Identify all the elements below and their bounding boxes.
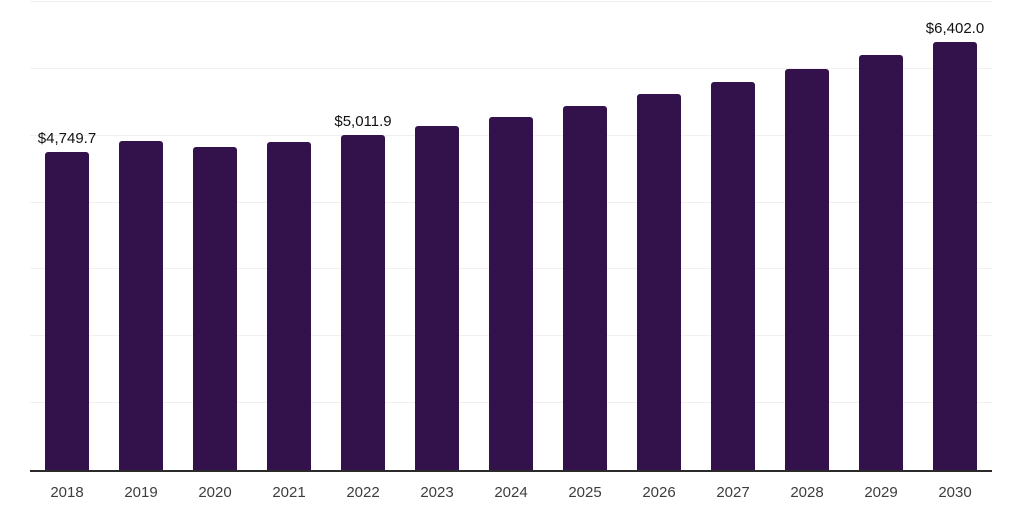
bar-2026[interactable]	[637, 94, 681, 470]
bar-slot	[770, 2, 844, 470]
x-tick-label: 2019	[124, 484, 158, 501]
bar-2024[interactable]	[489, 117, 533, 470]
x-axis: 2018 2019 2020 2021 2022 2023 2024 2025 2026 2027…	[30, 484, 992, 502]
bar-slot	[622, 2, 696, 470]
gridline	[30, 67, 992, 69]
bar-2018[interactable]	[45, 152, 89, 470]
x-tick-label: 2029	[864, 484, 898, 501]
x-tick-label: 2022	[346, 484, 380, 501]
bar-slot: $4,749.7	[30, 2, 104, 470]
bar-value-label: $4,749.7	[37, 130, 97, 148]
x-tick-label: 2030	[938, 484, 972, 501]
bar-2019[interactable]	[119, 141, 163, 470]
bar-value-label: $5,011.9	[334, 112, 392, 130]
x-tick-label: 2027	[716, 484, 750, 501]
bar-slot: $6,402.0	[918, 2, 992, 470]
x-tick-label: 2024	[494, 484, 528, 501]
bar-2025[interactable]	[563, 105, 607, 470]
bar-slot	[400, 2, 474, 470]
bar-slot	[844, 2, 918, 470]
bar-slot	[104, 2, 178, 470]
bar-slot: $5,011.9	[326, 2, 400, 470]
x-tick-label: 2025	[568, 484, 602, 501]
bar-2020[interactable]	[193, 147, 237, 470]
bars-container: $4,749.7 $5,011.9 $6,402.0	[30, 2, 992, 470]
bar-2028[interactable]	[785, 69, 829, 470]
plot-area: $4,749.7 $5,011.9 $6,402.0	[30, 1, 992, 472]
bar-2021[interactable]	[267, 142, 311, 470]
bar-slot	[548, 2, 622, 470]
bar-value-label: $6,402.0	[925, 19, 985, 37]
bar-2022[interactable]	[341, 134, 385, 470]
x-tick-label: 2018	[50, 484, 84, 501]
bar-slot	[696, 2, 770, 470]
gridline	[30, 1, 992, 2]
x-tick-label: 2021	[272, 484, 306, 501]
bar-slot	[252, 2, 326, 470]
bar-2027[interactable]	[711, 82, 755, 470]
bar-slot	[474, 2, 548, 470]
x-tick-label: 2028	[790, 484, 824, 501]
x-tick-label: 2023	[420, 484, 454, 501]
bar-2029[interactable]	[859, 55, 903, 470]
x-tick-label: 2020	[198, 484, 232, 501]
x-tick-label: 2026	[642, 484, 676, 501]
bar-2030[interactable]	[933, 41, 977, 470]
bar-2023[interactable]	[415, 125, 459, 470]
bar-slot	[178, 2, 252, 470]
